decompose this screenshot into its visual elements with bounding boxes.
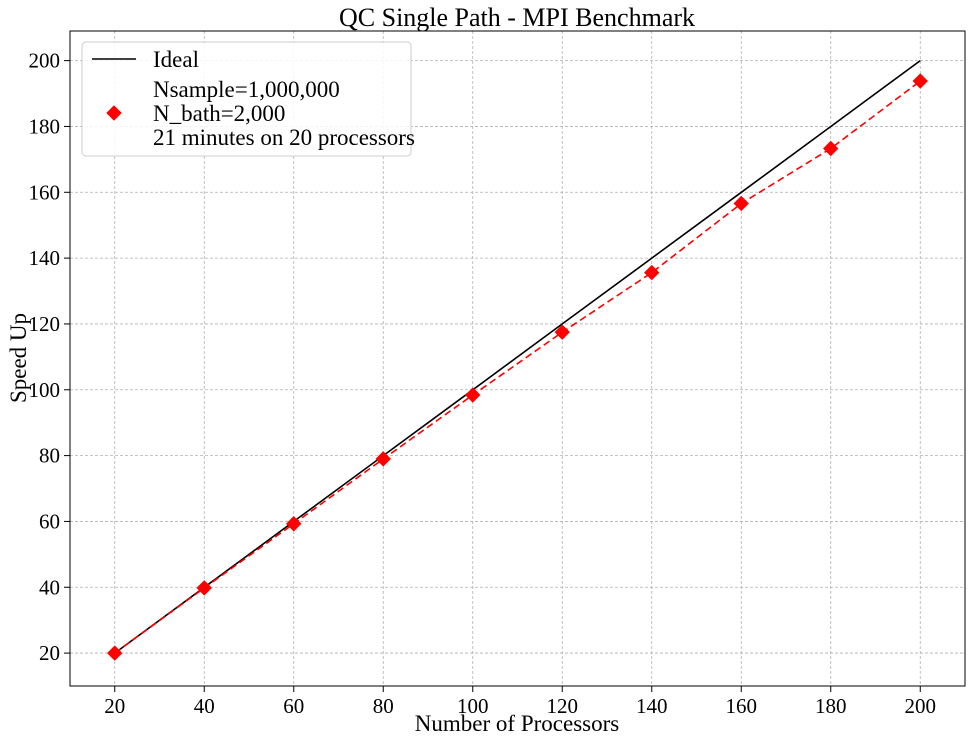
data-point-marker bbox=[733, 195, 749, 212]
y-axis-label: Speed Up bbox=[6, 313, 31, 403]
legend-measured-label-line-2: N_bath=2,000 bbox=[153, 101, 285, 126]
x-tick-label: 200 bbox=[905, 694, 937, 718]
x-tick-label: 160 bbox=[726, 694, 758, 718]
legend-ideal-label: Ideal bbox=[153, 47, 199, 72]
x-tick-label: 20 bbox=[104, 694, 125, 718]
data-point-marker bbox=[286, 516, 302, 532]
x-tick-label: 180 bbox=[815, 694, 847, 718]
series-layer bbox=[107, 59, 928, 661]
plot-frame bbox=[69, 30, 966, 687]
y-tick-label: 100 bbox=[29, 378, 61, 402]
x-tick-label: 80 bbox=[373, 694, 394, 718]
x-tick-label: 40 bbox=[194, 694, 215, 718]
x-tick-label: 60 bbox=[283, 694, 304, 718]
data-point-marker bbox=[912, 73, 928, 89]
y-tick-label: 200 bbox=[29, 49, 61, 73]
ideal-line bbox=[114, 59, 921, 654]
y-tick-label: 120 bbox=[29, 312, 61, 336]
y-tick-label: 160 bbox=[29, 180, 61, 204]
legend-measured-swatch bbox=[106, 105, 122, 121]
x-axis-label: Number of Processors bbox=[415, 711, 619, 736]
data-point-marker bbox=[823, 140, 839, 157]
x-axis-ticks: 20 40 60 80 100 120 140 160 180 200 bbox=[104, 686, 936, 718]
y-tick-label: 140 bbox=[29, 246, 61, 270]
legend-measured-label-line-1: Nsample=1,000,000 bbox=[153, 77, 340, 102]
data-point-marker bbox=[375, 451, 391, 467]
x-tick-label: 120 bbox=[547, 694, 579, 718]
data-point-marker bbox=[554, 324, 570, 340]
legend-measured-label-line-3: 21 minutes on 20 processors bbox=[153, 125, 415, 150]
y-tick-label: 20 bbox=[39, 641, 60, 665]
y-tick-label: 40 bbox=[39, 575, 60, 599]
y-tick-label: 80 bbox=[39, 444, 60, 468]
y-tick-label: 180 bbox=[29, 114, 61, 138]
legend: Ideal Nsample=1,000,000 N_bath=2,000 21 … bbox=[81, 41, 415, 157]
x-tick-label: 100 bbox=[457, 694, 489, 718]
y-tick-label: 60 bbox=[39, 509, 60, 533]
chart-title: QC Single Path - MPI Benchmark bbox=[339, 3, 695, 32]
measured-line bbox=[114, 80, 921, 654]
data-point-marker bbox=[644, 264, 660, 281]
data-point-marker bbox=[465, 387, 481, 403]
data-point-marker bbox=[196, 580, 212, 596]
data-point-marker bbox=[107, 645, 123, 661]
grid bbox=[70, 31, 965, 686]
y-axis-ticks: 20 40 60 80 100 120 140 160 180 200 bbox=[29, 49, 70, 665]
x-tick-label: 140 bbox=[636, 694, 668, 718]
legend-box bbox=[81, 41, 412, 157]
